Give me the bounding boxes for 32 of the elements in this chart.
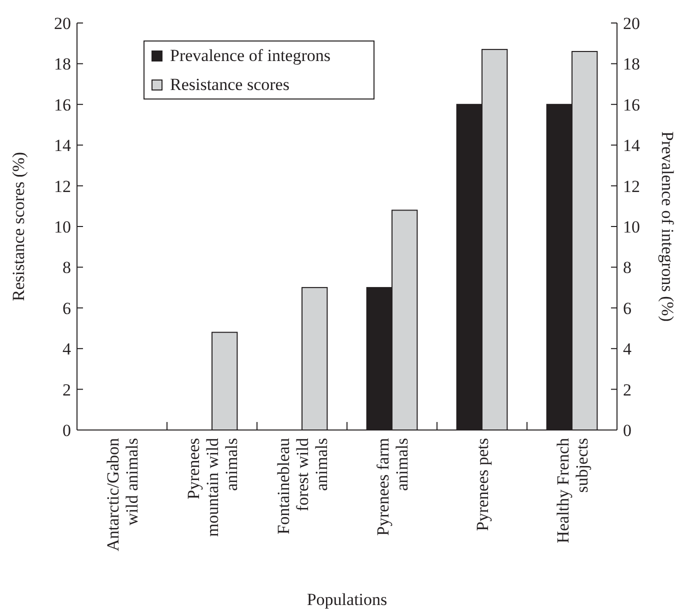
x-tick-label: Pyrenees mountain wild animals <box>184 438 241 537</box>
y-tick-label: 12 <box>54 176 71 196</box>
y-tick-label: 10 <box>54 217 71 236</box>
y-tick-label: 20 <box>54 14 71 33</box>
y-tick-label: 0 <box>62 420 71 440</box>
y2-tick-label: 0 <box>623 420 632 440</box>
y-tick-label: 16 <box>54 95 71 114</box>
x-axis-title: Populations <box>306 590 388 609</box>
y-tick-label: 14 <box>54 136 72 156</box>
y-tick-label: 6 <box>62 298 71 318</box>
y-tick-label: 8 <box>62 258 71 278</box>
y2-tick-label: 4 <box>623 340 632 359</box>
legend-label: Resistance scores <box>170 75 290 94</box>
y2-tick-label: 16 <box>623 95 640 114</box>
x-tick-label: Pyrenees farm animals <box>374 438 412 536</box>
y2-tick-label: 20 <box>623 14 640 33</box>
y-tick-label: 4 <box>62 340 72 359</box>
y2-tick-label: 2 <box>623 380 632 400</box>
y-axis-title: Resistance scores (%) <box>9 152 28 302</box>
x-tick-label: Pyrenees pets <box>473 438 492 532</box>
legend-label: Prevalence of integrons <box>170 46 330 65</box>
y2-tick-label: 8 <box>623 258 632 278</box>
y2-axis-title: Prevalence of integrons (%) <box>658 131 677 322</box>
y-tick-label: 18 <box>54 54 71 74</box>
y2-tick-label: 12 <box>623 176 640 196</box>
y2-tick-label: 18 <box>623 54 640 74</box>
y2-tick-label: 10 <box>623 217 640 236</box>
y2-tick-label: 6 <box>623 298 632 318</box>
x-tick-label: Antarctic/Gabon wild animals <box>104 438 142 552</box>
x-tick-label: Healthy French subjects <box>554 438 592 544</box>
y2-tick-label: 14 <box>623 136 640 156</box>
y-tick-label: 2 <box>62 380 71 400</box>
